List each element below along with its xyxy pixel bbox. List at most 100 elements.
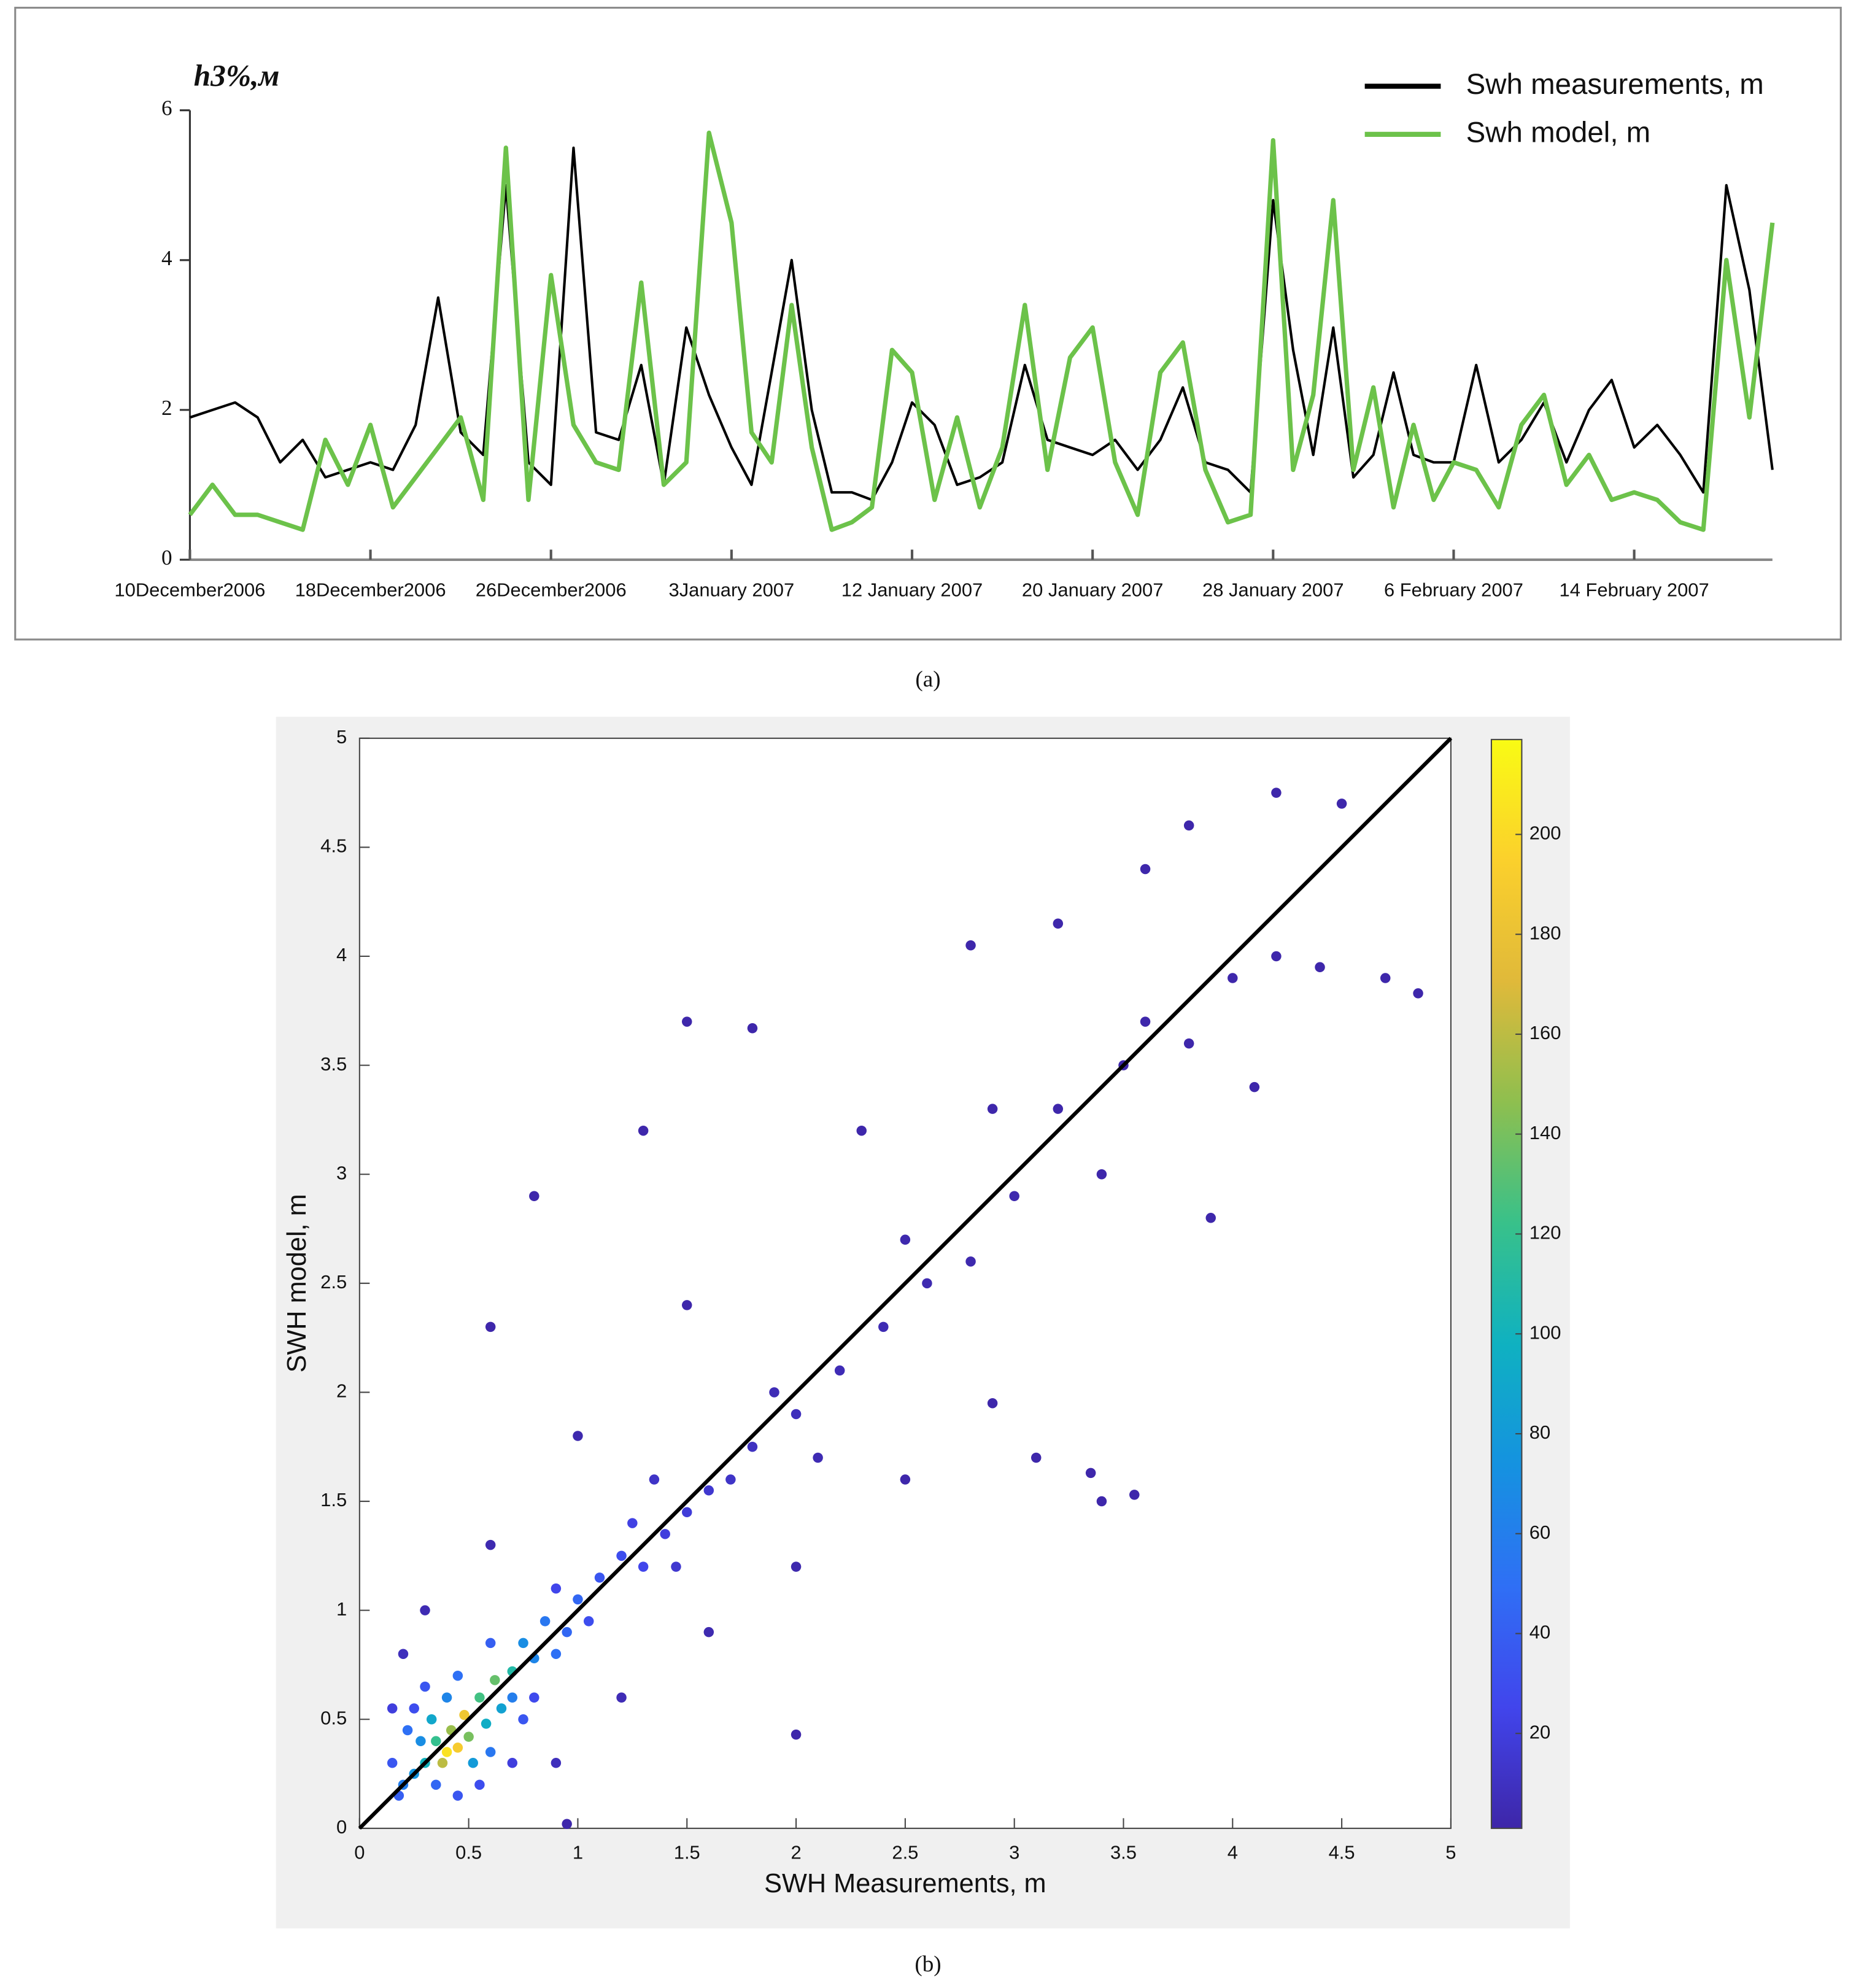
y-tick-label: 2.5 [320, 1271, 347, 1293]
point [682, 1507, 692, 1518]
x-tick-label: 18December2006 [295, 579, 446, 601]
point [1129, 1490, 1140, 1500]
y-tick-label: 4 [161, 246, 172, 270]
point [1140, 1016, 1151, 1027]
x-tick-label: 4 [1228, 1841, 1238, 1863]
point [490, 1675, 500, 1685]
point [387, 1703, 398, 1714]
point [1096, 1169, 1107, 1180]
point [1183, 1038, 1194, 1049]
x-tick-label: 14 February 2007 [1559, 579, 1709, 601]
point [682, 1300, 692, 1310]
point [1085, 1468, 1096, 1479]
colorbar-tick-label: 200 [1529, 822, 1561, 844]
point [426, 1714, 437, 1725]
colorbar-tick-label: 180 [1529, 922, 1561, 943]
point [420, 1681, 430, 1692]
point [1249, 1081, 1260, 1093]
point [1096, 1496, 1107, 1507]
point [616, 1692, 627, 1703]
colorbar-tick-label: 80 [1529, 1421, 1550, 1443]
point [856, 1125, 867, 1136]
y-tick-label: 0.5 [320, 1707, 347, 1728]
point [485, 1321, 496, 1332]
point [791, 1409, 802, 1420]
series-line [189, 146, 1774, 501]
point [420, 1605, 430, 1615]
point [402, 1725, 413, 1736]
x-tick-label: 20 January 2007 [1022, 579, 1164, 601]
point [987, 1104, 998, 1114]
point [671, 1561, 681, 1572]
point [409, 1703, 419, 1714]
reference-line [358, 737, 1453, 1830]
point [1053, 1104, 1064, 1114]
y-tick-label: 5 [336, 726, 347, 748]
caption: (a) [915, 667, 940, 692]
x-tick-label: 3 [1009, 1841, 1019, 1863]
point [562, 1626, 572, 1638]
point [1413, 988, 1423, 999]
point [813, 1452, 823, 1463]
colorbar-tick-label: 60 [1529, 1522, 1550, 1543]
y-axis-label: h3%,м [194, 58, 280, 92]
point [965, 1256, 976, 1267]
y-tick-label: 1.5 [320, 1489, 347, 1510]
x-tick-label: 1.5 [674, 1841, 700, 1863]
x-tick-label: 12 January 2007 [841, 579, 983, 601]
point [507, 1758, 518, 1768]
y-tick-label: 2 [336, 1380, 347, 1402]
point [1271, 787, 1282, 798]
x-tick-label: 10December2006 [114, 579, 265, 601]
x-tick-label: 2.5 [892, 1841, 918, 1863]
point [529, 1191, 539, 1202]
point [1228, 973, 1238, 983]
point [551, 1758, 562, 1768]
colorbar-tick-label: 20 [1529, 1721, 1550, 1742]
colorbar-tick-label: 160 [1529, 1022, 1561, 1043]
point [452, 1670, 463, 1681]
y-tick-label: 3 [336, 1162, 347, 1183]
point [1009, 1191, 1019, 1202]
point [627, 1518, 638, 1528]
point [441, 1692, 452, 1703]
point [703, 1485, 714, 1496]
x-tick-label: 0 [354, 1841, 365, 1863]
point [1183, 820, 1194, 831]
point [616, 1550, 627, 1561]
point [485, 1539, 496, 1550]
point [1205, 1213, 1216, 1223]
colorbar-tick-label: 140 [1529, 1122, 1561, 1143]
point [431, 1736, 441, 1747]
x-axis-label: SWH Measurements, m [764, 1869, 1046, 1898]
point [387, 1758, 398, 1768]
point [485, 1747, 496, 1757]
point [900, 1234, 911, 1245]
point [431, 1779, 441, 1790]
point [539, 1616, 551, 1626]
point [878, 1321, 889, 1332]
series-line [188, 130, 1775, 532]
point [474, 1779, 485, 1790]
point [638, 1125, 649, 1136]
point [1030, 1452, 1042, 1463]
x-tick-label: 1 [573, 1841, 583, 1863]
y-tick-label: 1 [336, 1598, 347, 1620]
panel-frame [14, 7, 1842, 641]
point [965, 940, 976, 951]
colorbar-tick-label: 100 [1529, 1321, 1561, 1343]
x-tick-label: 26December2006 [476, 579, 627, 601]
point [987, 1398, 998, 1409]
x-tick-label: 28 January 2007 [1202, 579, 1344, 601]
point [1315, 962, 1325, 973]
y-tick-label: 0 [161, 546, 172, 570]
point [551, 1649, 562, 1659]
point [1271, 951, 1282, 962]
point [682, 1016, 692, 1027]
point [441, 1747, 452, 1757]
point [452, 1790, 463, 1801]
point [747, 1441, 758, 1452]
colorbar-tick-label: 40 [1529, 1622, 1550, 1643]
x-tick-label: 3.5 [1110, 1841, 1137, 1863]
